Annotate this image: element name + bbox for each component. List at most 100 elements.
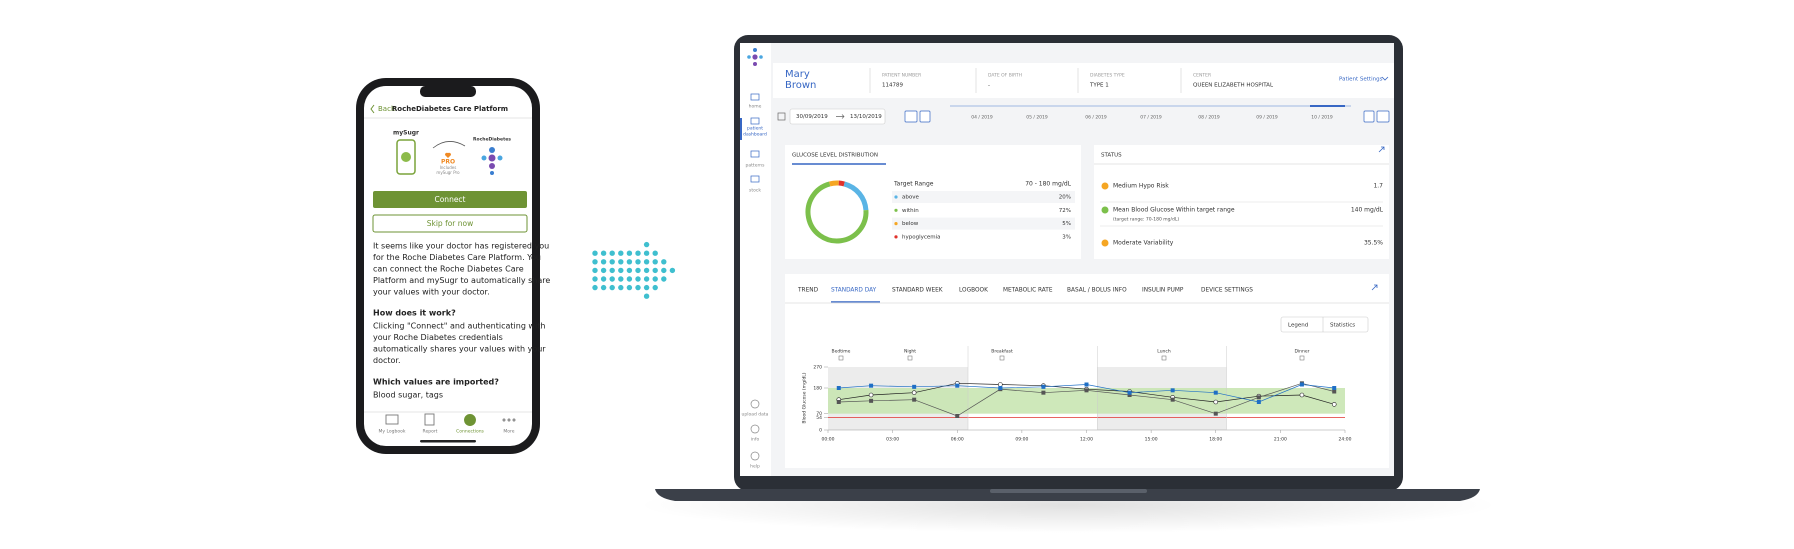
- arrow-dot: [652, 276, 658, 282]
- field-label: DIABETES TYPE: [1090, 73, 1125, 79]
- nav-icon: [750, 93, 760, 101]
- point: [869, 383, 874, 388]
- status-value: 35.5%: [1364, 240, 1383, 247]
- arrow-dot: [643, 284, 650, 291]
- arrow-dot: [652, 259, 658, 265]
- paragraph-line: It seems like your doctor has registered…: [373, 242, 549, 251]
- patient-header: [773, 63, 1394, 98]
- arrow-dot: [643, 259, 650, 265]
- label: RocheDiabetes Care Platform: [392, 105, 508, 113]
- arrow-dot: [626, 284, 633, 291]
- point: [1213, 411, 1218, 416]
- x-tick-label: 00:00: [822, 437, 835, 443]
- arrow-dot: [626, 276, 633, 282]
- point: [836, 400, 841, 404]
- status-note: (target range: 70-180 mg/dL): [1113, 217, 1179, 223]
- field-value: -: [988, 83, 990, 89]
- data-label: 20%: [1059, 195, 1071, 201]
- card-title: GLUCOSE LEVEL DISTRIBUTION: [792, 153, 878, 159]
- view-tab[interactable]: TREND: [797, 288, 819, 294]
- arrow-dot: [635, 259, 641, 265]
- arrow-dot: [609, 267, 615, 274]
- arrow-dot: [592, 259, 598, 265]
- nav-icon: [750, 399, 760, 409]
- view-tab[interactable]: BASAL / BOLUS INFO: [1067, 288, 1127, 294]
- view-tab[interactable]: LOGBOOK: [959, 288, 988, 294]
- view-tab[interactable]: STANDARD DAY: [831, 288, 877, 294]
- row-bg: [892, 191, 1075, 203]
- label: mySugr Pro: [436, 170, 460, 175]
- nav-item: patient: [747, 126, 763, 132]
- x-tick-label: 06:00: [951, 437, 964, 443]
- arrow-dot: [600, 267, 607, 274]
- arrow-dot: [643, 276, 650, 282]
- label: RocheDiabetes: [473, 137, 511, 143]
- legend-dot: [894, 208, 898, 212]
- point: [869, 398, 874, 403]
- heart: [444, 152, 452, 158]
- meal-icon: [1161, 355, 1167, 361]
- paragraph-line: Clicking "Connect" and authenticating wi…: [373, 322, 545, 331]
- label: mySugr: [393, 130, 419, 137]
- legend-label: hypoglycemia: [902, 234, 941, 240]
- meal-icon: [1299, 355, 1305, 361]
- point: [1299, 382, 1304, 387]
- paragraph-line: doctor.: [373, 356, 401, 365]
- row-bg: [892, 217, 1075, 230]
- target-label: Target Range: [893, 181, 934, 188]
- arrow-dot: [626, 267, 633, 274]
- x-tick-label: 12:00: [1080, 437, 1093, 443]
- arrow-dot: [669, 267, 676, 274]
- nav-item: dashboard: [743, 132, 767, 138]
- view-tab[interactable]: METABOLIC RATE: [1003, 288, 1053, 294]
- expand-icon: [1371, 284, 1378, 291]
- arrow-dot: [626, 259, 633, 265]
- phone-notch: [420, 86, 476, 97]
- month-label: 05 / 2019: [1026, 115, 1048, 121]
- skip-button[interactable]: [372, 214, 528, 233]
- calendar-icon: [777, 112, 786, 121]
- arrow-dot: [592, 276, 598, 282]
- nav-item: help: [750, 464, 760, 470]
- arrow-dot: [609, 284, 615, 291]
- arrow-dot: [592, 267, 598, 274]
- point: [1213, 390, 1218, 395]
- question: Which values are imported?: [373, 378, 499, 387]
- connect-button[interactable]: [373, 191, 527, 208]
- meal-icon: [838, 355, 844, 361]
- point: [1041, 384, 1046, 389]
- view-tab[interactable]: INSULIN PUMP: [1142, 288, 1184, 294]
- tab-label: More: [503, 429, 514, 435]
- tab-label: Connections: [456, 429, 484, 435]
- y-tick-label: 0: [819, 428, 822, 434]
- nav-buttons[interactable]: [904, 110, 1390, 123]
- arrow-dot: [661, 267, 667, 274]
- nav-icon: [750, 150, 760, 158]
- phone-screen: [364, 86, 532, 446]
- arrow-dot: [618, 284, 624, 291]
- point: [868, 392, 874, 398]
- chart-buttons[interactable]: [1280, 316, 1369, 333]
- donut-segment: [829, 180, 839, 187]
- status-value: 140 mg/dL: [1351, 207, 1384, 214]
- back-chevron: [370, 104, 375, 114]
- x-tick-label: 24:00: [1339, 437, 1352, 443]
- arrow-dot: [600, 250, 607, 256]
- point: [1332, 389, 1337, 394]
- view-tab[interactable]: DEVICE SETTINGS: [1201, 288, 1253, 294]
- x-tick-label: 18:00: [1209, 437, 1222, 443]
- point: [998, 386, 1003, 390]
- point: [912, 397, 917, 402]
- status-label: Medium Hypo Risk: [1113, 183, 1169, 190]
- point: [1256, 400, 1261, 404]
- nav-item: stock: [749, 188, 761, 194]
- back-link: Back: [378, 105, 396, 113]
- point: [1170, 388, 1175, 393]
- label: Includes: [440, 165, 457, 170]
- view-tab[interactable]: STANDARD WEEK: [892, 288, 943, 294]
- legend-label: above: [902, 195, 919, 201]
- donut-segment: [838, 180, 845, 187]
- y-tick-label: 270: [813, 365, 822, 371]
